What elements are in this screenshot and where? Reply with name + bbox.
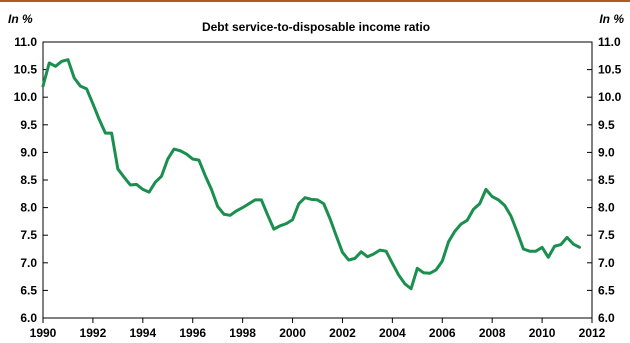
y-tick-label-right: 11.0 [598,35,621,49]
y-tick-label-left: 7.0 [20,256,37,270]
y-tick-label-left: 7.5 [20,228,37,242]
y-axis-left: 6.0 6.5 7.0 7.5 8.0 8.5 9.0 9.5 10.0 10.5 11.0 [14,35,48,325]
y-tick-label-left: 10.5 [14,63,38,77]
y-tick-label-left: 6.5 [20,283,37,297]
y-tick-label-right: 9.0 [598,145,615,159]
x-tick-label: 2010 [529,326,556,340]
x-tick-label: 2002 [329,326,356,340]
y-tick-label-right: 8.0 [598,201,615,215]
y-tick-label-left: 9.0 [20,145,37,159]
y-tick-label-right: 6.5 [598,283,615,297]
y-tick-label-left: 10.0 [14,90,38,104]
x-tick-label: 2012 [579,326,606,340]
y-tick-label-left: 8.5 [20,173,37,187]
y-tick-label-right: 8.5 [598,173,615,187]
y-tick-label-right: 9.5 [598,118,615,132]
y-tick-label-left: 8.0 [20,201,37,215]
x-tick-label: 2006 [429,326,456,340]
y-tick-label-right: 6.0 [598,311,615,325]
y-unit-label-right: In % [599,12,624,26]
y-unit-label-left: In % [8,12,33,26]
y-tick-label-left: 11.0 [14,35,37,49]
y-axis-right: 6.0 6.5 7.0 7.5 8.0 8.5 9.0 9.5 10.0 10.5 11.0 [587,35,622,325]
x-tick-label: 2004 [379,326,406,340]
x-axis: 1990 1992 1994 1996 1998 2000 2002 2004 2006 2008… [30,318,606,340]
x-tick-label: 1990 [30,326,57,340]
x-tick-label: 2000 [279,326,306,340]
y-tick-label-right: 7.5 [598,228,615,242]
x-tick-label: 1994 [129,326,156,340]
x-tick-label: 1998 [229,326,256,340]
x-tick-label: 2008 [479,326,506,340]
series-line [41,58,582,291]
y-tick-label-left: 9.5 [20,118,37,132]
chart-title: Debt service-to-disposable income ratio [202,20,430,34]
y-tick-label-right: 7.0 [598,256,615,270]
y-tick-label-left: 6.0 [20,311,37,325]
x-tick-label: 1992 [80,326,107,340]
y-tick-label-right: 10.0 [598,90,622,104]
x-tick-label: 1996 [179,326,206,340]
y-tick-label-right: 10.5 [598,63,622,77]
